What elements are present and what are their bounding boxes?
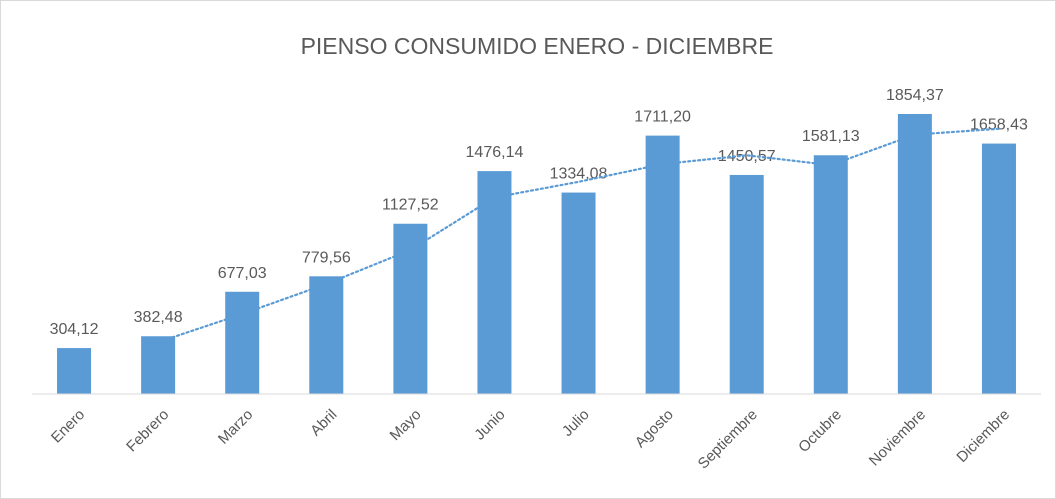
data-label: 304,12: [50, 321, 99, 338]
data-label: 1450,57: [718, 148, 776, 165]
data-label: 1334,08: [550, 166, 608, 183]
bar: [477, 171, 512, 394]
data-label: 677,03: [218, 265, 267, 282]
bar: [645, 135, 680, 394]
bar: [225, 291, 260, 394]
data-label: 382,48: [134, 309, 183, 326]
data-label: 1581,13: [802, 128, 860, 145]
bar: [729, 174, 764, 394]
data-label: 779,56: [302, 249, 351, 266]
bar: [813, 155, 848, 394]
data-label: 1711,20: [634, 109, 691, 126]
bar: [309, 276, 344, 394]
data-label: 1476,14: [466, 144, 524, 161]
data-label: 1854,37: [886, 87, 944, 104]
bar: [897, 113, 932, 395]
data-label: 1127,52: [382, 197, 439, 214]
bar: [981, 143, 1016, 394]
bar: [57, 348, 92, 394]
bar: [141, 336, 176, 394]
bar: [561, 192, 596, 394]
chart-title: PIENSO CONSUMIDO ENERO - DICIEMBRE: [301, 33, 774, 59]
bar: [393, 223, 428, 394]
